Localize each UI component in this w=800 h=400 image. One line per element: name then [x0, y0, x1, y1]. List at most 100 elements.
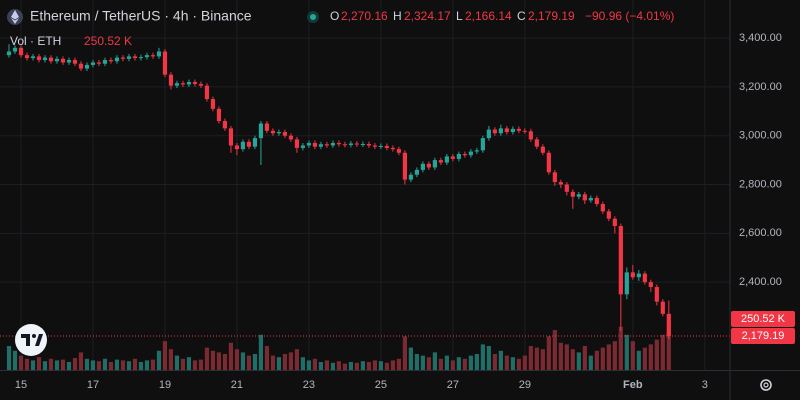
price-pane	[0, 44, 730, 340]
candle-body	[270, 130, 276, 134]
gear-ring[interactable]	[760, 379, 772, 391]
settings-button[interactable]	[760, 379, 772, 391]
candle-body	[420, 163, 425, 170]
volume-bar	[264, 346, 270, 370]
candle-body	[546, 152, 551, 173]
volume-bar	[54, 360, 60, 370]
candle-body	[132, 56, 138, 59]
volume-label-box	[731, 311, 795, 328]
volume-bar	[42, 361, 48, 370]
volume-bar	[180, 358, 186, 370]
volume-bar	[144, 360, 150, 370]
candle-body	[390, 147, 395, 150]
candle-body	[72, 60, 78, 64]
y-tick-label: 3,200.00	[739, 81, 782, 93]
candle-body	[480, 138, 485, 151]
volume-bar	[48, 358, 54, 370]
candle-body	[150, 55, 156, 57]
candle-body	[108, 60, 114, 62]
candle-body	[192, 82, 198, 84]
x-tick-label: 23	[303, 379, 315, 391]
logo-badge	[15, 324, 47, 356]
volume-bar	[138, 362, 144, 370]
volume-bar	[606, 344, 611, 370]
volume-bar	[384, 362, 389, 370]
volume-bar	[198, 359, 204, 370]
volume-bar	[126, 361, 132, 370]
candle-body	[330, 143, 336, 146]
volume-bar	[318, 362, 324, 370]
volume-bar	[468, 355, 473, 370]
candle-body	[438, 160, 443, 163]
volume-bar	[114, 359, 120, 370]
candle-body	[654, 287, 659, 302]
y-tick-label: 2,800.00	[739, 178, 782, 190]
candle-body	[354, 143, 360, 145]
candle-body	[96, 62, 102, 64]
candle-body	[276, 132, 282, 134]
candle-body	[120, 57, 126, 59]
candle-body	[204, 85, 210, 100]
candle-body	[588, 197, 593, 201]
volume-bar	[156, 350, 162, 370]
candle-body	[156, 51, 162, 57]
candle-body	[378, 145, 383, 147]
volume-bar	[570, 349, 575, 370]
volume-bar	[528, 346, 533, 370]
logo-mark	[21, 334, 43, 346]
candle-body	[252, 138, 258, 147]
candle-body	[492, 129, 497, 134]
volume-bar	[240, 352, 246, 370]
logo-dot	[32, 334, 36, 338]
volume-bar	[378, 361, 383, 370]
volume-bar	[462, 358, 467, 370]
candle-body	[558, 182, 563, 185]
price-label-box	[731, 328, 795, 345]
volume-bar	[78, 352, 84, 370]
candle-body	[12, 47, 18, 52]
volume-bar	[390, 360, 395, 370]
candle-body	[498, 128, 503, 134]
candle-body	[246, 141, 252, 147]
candle-body	[306, 143, 312, 146]
candle-body	[504, 128, 509, 133]
volume-title: Vol · ETH	[10, 34, 61, 48]
candle-body	[288, 135, 294, 140]
candle-body	[624, 272, 629, 295]
symbol-title: Ethereum / TetherUS · 4h · Binance	[30, 8, 252, 24]
volume-bar	[522, 355, 527, 370]
candle-body	[342, 144, 348, 146]
volume-bar	[18, 355, 24, 370]
volume-bar	[120, 360, 126, 370]
volume-bar	[564, 344, 569, 370]
volume-label: 250.52 K	[741, 313, 786, 325]
candle-body	[24, 55, 30, 59]
volume-bar	[588, 355, 593, 370]
candle-body	[510, 128, 515, 133]
volume-bar	[330, 362, 336, 370]
volume-bar	[642, 347, 647, 370]
x-tick-label: 15	[15, 379, 27, 391]
volume-bar	[654, 339, 659, 370]
candle-body	[408, 174, 413, 180]
volume-bar	[252, 354, 258, 370]
x-tick-label: 21	[231, 379, 243, 391]
candle-body	[348, 143, 354, 145]
candle-body	[264, 123, 270, 131]
y-tick-label: 3,400.00	[739, 32, 782, 44]
candle-body	[294, 139, 300, 148]
volume-bar	[474, 354, 479, 370]
candle-body	[528, 131, 533, 140]
volume-bar	[540, 349, 545, 370]
candle-body	[534, 139, 539, 147]
volume-bar	[414, 354, 419, 370]
candle-body	[516, 128, 521, 131]
candle-body	[522, 130, 527, 132]
volume-bar	[546, 336, 551, 370]
volume-bar	[282, 354, 288, 370]
gear-hub[interactable]	[763, 382, 769, 388]
volume-bar	[60, 359, 66, 370]
candle-body	[186, 82, 192, 85]
